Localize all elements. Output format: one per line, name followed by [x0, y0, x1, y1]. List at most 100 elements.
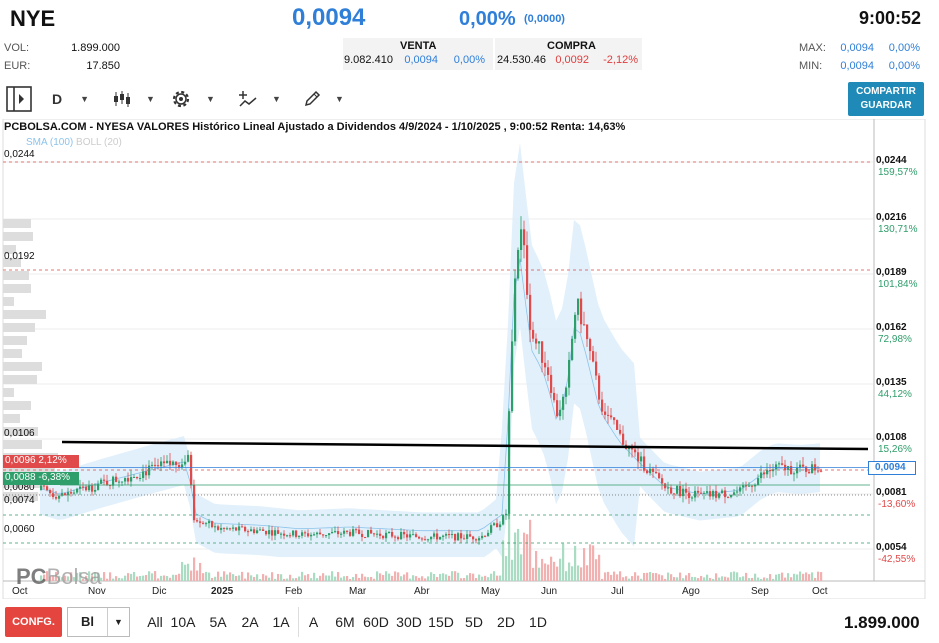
volume-bar	[82, 578, 85, 581]
candle-body	[799, 464, 802, 468]
volume-bar	[658, 574, 661, 581]
candle-body	[709, 491, 712, 497]
candle-body	[358, 529, 361, 534]
volume-bar	[112, 578, 115, 581]
volume-bar	[490, 573, 493, 581]
range-button-a[interactable]: A	[298, 607, 328, 637]
candle-body	[673, 493, 676, 495]
volume-bar	[628, 578, 631, 581]
candle-body	[736, 491, 739, 493]
volume-bar	[127, 573, 130, 581]
candle-body	[433, 533, 436, 537]
eur-label: EUR:	[4, 60, 31, 72]
config-button[interactable]: CONFG.	[5, 607, 62, 637]
range-button-60d[interactable]: 60D	[363, 614, 389, 630]
volume-bar	[178, 573, 181, 581]
range-button-15d[interactable]: 15D	[428, 614, 454, 630]
range-button-5d[interactable]: 5D	[465, 614, 483, 630]
total-volume: 1.899.000	[844, 613, 920, 632]
volume-bar	[385, 571, 388, 581]
time-axis-label: Jun	[541, 586, 558, 597]
range-button-6m[interactable]: 6M	[335, 614, 355, 630]
volume-bar	[529, 519, 532, 581]
volume-bar	[562, 543, 565, 581]
indicator-select[interactable]: Bl ▼	[67, 607, 130, 637]
volume-bar	[499, 575, 502, 581]
candle-body	[100, 479, 103, 484]
volume-bar	[607, 571, 610, 581]
candle-body	[406, 534, 409, 538]
candle-body	[493, 523, 496, 526]
time-axis-label: Feb	[285, 586, 303, 597]
candle-body	[340, 533, 343, 535]
settings-menu[interactable]: ▼	[170, 84, 215, 114]
candle-body	[577, 298, 580, 315]
volume-bar	[286, 578, 289, 581]
range-button-1d[interactable]: 1D	[529, 614, 547, 630]
chevron-down-icon: ▼	[272, 94, 281, 104]
candle-body	[469, 534, 472, 537]
share-label: COMPARTIR	[856, 86, 916, 97]
candle-body	[217, 526, 220, 530]
volume-bar	[754, 573, 757, 581]
drawing-tools-menu[interactable]: ▼	[303, 84, 344, 114]
candle-body	[178, 465, 181, 468]
candle-body	[94, 489, 97, 492]
volume-bar	[637, 575, 640, 581]
candle-body	[355, 529, 358, 531]
candle-body	[604, 411, 607, 415]
period-selector[interactable]: D ▼	[52, 84, 89, 114]
volume-bar	[148, 571, 151, 581]
last-price: 0,0094	[292, 4, 366, 31]
candle-body	[157, 465, 160, 467]
chevron-down-icon: ▼	[206, 94, 215, 104]
range-button-1a[interactable]: 1A	[272, 614, 290, 630]
chart-legend: SMA (100) BOLL (20)	[26, 137, 122, 148]
candle-body	[457, 533, 460, 541]
candle-body	[529, 294, 532, 330]
min-value: 0,0094	[840, 60, 874, 72]
indicators-menu[interactable]: ▼	[238, 84, 281, 114]
chevron-down-icon: ▼	[146, 94, 155, 104]
chart-type-selector[interactable]: ▼	[112, 84, 155, 114]
price-chart[interactable]: PCBOLSA.COM - NYESA VALORES Histórico Li…	[0, 119, 939, 599]
volume-bar	[346, 575, 349, 581]
candle-body	[127, 478, 130, 482]
volume-bar	[259, 578, 262, 581]
candle-body	[409, 534, 412, 538]
time-axis-label: Mar	[349, 586, 367, 597]
candle-body	[442, 535, 445, 537]
left-tag-red: 0,0096 2,12%	[3, 455, 79, 468]
range-button-2d[interactable]: 2D	[497, 614, 515, 630]
candle-body	[136, 476, 139, 479]
candle-body	[733, 492, 736, 495]
candle-body	[334, 531, 337, 533]
volume-bar	[226, 574, 229, 581]
candle-body	[436, 533, 439, 540]
candle-body	[592, 351, 595, 362]
volume-bar	[520, 554, 523, 581]
range-button-30d[interactable]: 30D	[396, 614, 422, 630]
candle-body	[220, 527, 223, 530]
share-save-button[interactable]: COMPARTIR GUARDAR	[848, 82, 924, 116]
toggle-panel-button[interactable]	[6, 84, 32, 114]
candle-body	[532, 329, 535, 339]
candle-body	[394, 536, 397, 538]
volume-bar	[172, 574, 175, 581]
range-button-all[interactable]: All	[147, 614, 163, 630]
profile-bar	[3, 258, 21, 267]
left-axis-label: 0,0244	[4, 149, 35, 160]
volume-bar	[643, 572, 646, 581]
right-axis-pct: 44,12%	[878, 389, 912, 401]
volume-bar	[808, 574, 811, 581]
volume-bar	[523, 532, 526, 581]
volume-bar	[715, 573, 718, 581]
candle-body	[106, 480, 109, 485]
candle-body	[67, 492, 70, 496]
candle-body	[550, 374, 553, 393]
volume-bar	[325, 575, 328, 581]
range-button-10a[interactable]: 10A	[170, 614, 196, 630]
candle-body	[661, 478, 664, 484]
range-button-5a[interactable]: 5A	[209, 614, 227, 630]
range-button-2a[interactable]: 2A	[241, 614, 259, 630]
